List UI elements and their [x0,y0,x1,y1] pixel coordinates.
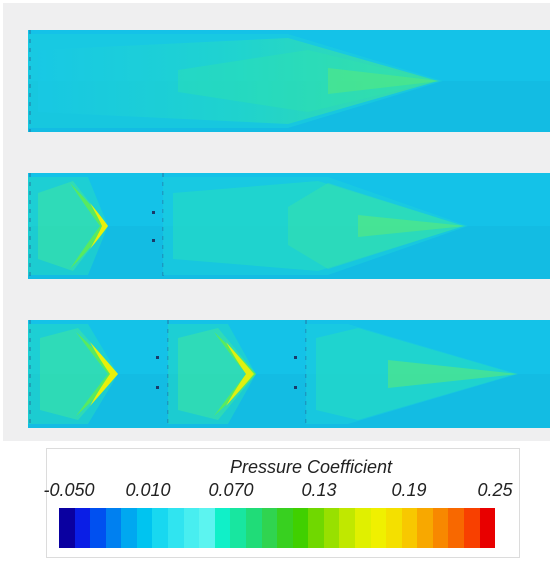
colorbar-swatch [230,508,246,548]
colorbar-swatch [339,508,355,548]
colorbar-swatch [121,508,137,548]
colorbar-swatch [59,508,75,548]
contour-panel-single-stage [28,30,550,132]
colorbar-swatch [152,508,169,548]
colorbar-swatch [386,508,402,548]
colorbar-swatch [90,508,106,548]
contour-panel-two-stage [28,173,550,279]
legend-tick-label: 0.070 [208,480,254,500]
colorbar-swatch [448,508,465,548]
contour-panel-three-stage [28,320,550,428]
colorbar-swatch [354,508,371,548]
colorbar-swatch [214,508,231,548]
colorbar-swatch [464,508,480,548]
colorbar-swatch [323,508,340,548]
colorbar-swatch [370,508,387,548]
colorbar-swatch [277,508,293,548]
colorbar-swatch [74,508,91,548]
colorbar-swatch [245,508,262,548]
colorbar-legend: Pressure Coefficient -0.050 0.010 0.070 … [43,449,519,557]
legend-tick-label: 0.13 [301,480,337,500]
legend-tick-label: 0.010 [125,480,171,500]
colorbar-swatch [401,508,418,548]
colorbar-swatch [199,508,215,548]
colorbar-swatch [308,508,324,548]
colorbar-swatch [432,508,449,548]
colorbar-swatch [292,508,309,548]
colorbar-scale [59,508,496,548]
colorbar-swatch [183,508,200,548]
colorbar-swatch [136,508,153,548]
legend-tick-label: -0.050 [43,480,95,500]
colorbar-swatch [479,508,496,548]
colorbar-swatch [105,508,122,548]
legend-tick-label: 0.25 [477,480,513,500]
colorbar-swatch [417,508,433,548]
colorbar-swatch [261,508,278,548]
legend-title: Pressure Coefficient [229,457,393,477]
legend-tick-label: 0.19 [391,480,427,500]
colorbar-swatch [168,508,184,548]
legend-tick-labels: -0.050 0.010 0.070 0.13 0.19 0.25 [43,480,519,502]
